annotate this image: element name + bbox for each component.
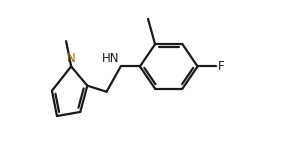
Text: F: F <box>218 60 224 73</box>
Text: HN: HN <box>102 52 120 65</box>
Text: N: N <box>67 52 76 65</box>
